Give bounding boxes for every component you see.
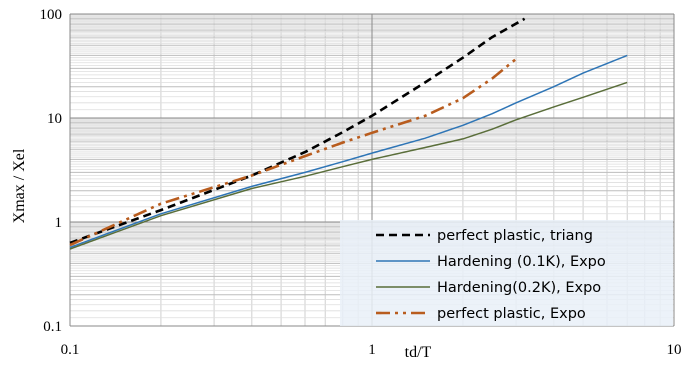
x-tick-label: 1 xyxy=(368,342,376,358)
legend-background xyxy=(340,220,673,326)
legend: perfect plastic, triang Hardening (0.1K),… xyxy=(376,228,606,322)
y-tick-label: 100 xyxy=(40,7,63,23)
x-tick-label: 10 xyxy=(667,342,682,358)
series-line-1 xyxy=(69,17,526,245)
y-tick-label: 0.1 xyxy=(43,319,62,335)
legend-label-1: perfect plastic, triang xyxy=(437,228,593,244)
series-line-3 xyxy=(69,81,628,250)
y-tick-label: 10 xyxy=(47,111,62,127)
series-lines xyxy=(69,17,628,250)
legend-label-2: Hardening (0.1K), Expo xyxy=(437,254,606,270)
legend-label-3: Hardening(0.2K), Expo xyxy=(437,280,601,296)
legend-label-4: perfect plastic, Expo xyxy=(437,306,586,322)
tick-labels: 0.1 1 10 0.1 1 10 100 xyxy=(40,7,682,358)
y-tick-label: 1 xyxy=(55,215,63,231)
series-line-4 xyxy=(69,57,517,247)
x-tick-label: 0.1 xyxy=(61,342,80,358)
legend-box xyxy=(340,220,673,326)
x-axis-title: td/T xyxy=(405,344,432,361)
y-axis-title: Xmax / Xel xyxy=(11,148,28,223)
series-line-2 xyxy=(69,54,628,249)
